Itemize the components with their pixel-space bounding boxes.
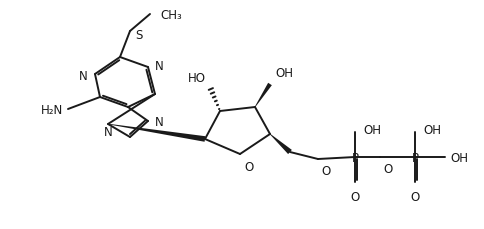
Text: N: N — [155, 116, 164, 129]
Text: P: P — [351, 152, 359, 165]
Text: H₂N: H₂N — [41, 103, 63, 116]
Text: OH: OH — [450, 151, 468, 164]
Polygon shape — [108, 124, 205, 142]
Text: OH: OH — [275, 67, 293, 80]
Polygon shape — [255, 83, 272, 108]
Text: S: S — [135, 28, 142, 41]
Text: OH: OH — [423, 124, 441, 137]
Text: O: O — [350, 190, 360, 203]
Text: O: O — [383, 162, 392, 175]
Text: N: N — [104, 126, 112, 139]
Text: P: P — [411, 152, 419, 165]
Text: O: O — [410, 190, 420, 203]
Text: O: O — [244, 160, 253, 173]
Text: CH₃: CH₃ — [160, 8, 182, 21]
Text: HO: HO — [188, 72, 206, 85]
Text: N: N — [79, 69, 88, 82]
Polygon shape — [270, 134, 292, 154]
Text: N: N — [155, 59, 164, 72]
Text: OH: OH — [363, 124, 381, 137]
Text: O: O — [321, 164, 330, 177]
